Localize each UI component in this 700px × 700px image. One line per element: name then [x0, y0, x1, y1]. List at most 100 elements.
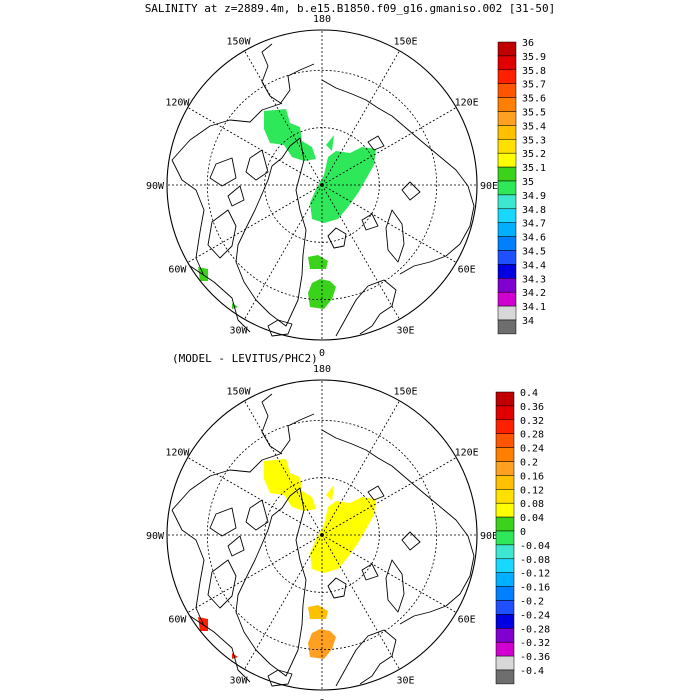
meridian-line	[321, 534, 400, 670]
longitude-label: 180	[313, 14, 331, 25]
colorbar-swatch	[495, 433, 515, 448]
longitude-label: 30E	[396, 326, 414, 337]
meridian-line	[244, 50, 323, 186]
alaska-coastline	[261, 43, 283, 105]
colorbar-label: 35.8	[522, 66, 546, 77]
colorbar-label: 35.1	[522, 163, 546, 174]
meridian-line	[321, 400, 400, 536]
longitude-label: 120W	[165, 98, 190, 109]
longitude-label: 150E	[393, 36, 417, 47]
longitude-label: 120E	[455, 448, 479, 459]
new-siberian-islands-coastline	[367, 135, 385, 151]
colorbar-swatch	[495, 614, 515, 629]
colorbar-label: 0.2	[520, 458, 538, 469]
colorbar-label: 34.3	[522, 274, 546, 285]
iceland-coastline	[267, 319, 293, 337]
meridian-line	[321, 457, 457, 536]
longitude-label: 30E	[396, 676, 414, 687]
baffin-coastline	[207, 209, 237, 259]
colorbar-swatch	[497, 222, 517, 237]
meridian-line	[187, 457, 323, 536]
canada-islands-coastline	[209, 507, 245, 557]
meridian-line	[244, 184, 323, 320]
colorbar-label: -0.28	[520, 624, 550, 635]
meridian-line	[321, 50, 400, 186]
longitude-label: 0	[319, 698, 325, 700]
longitude-label: 60W	[168, 615, 187, 626]
colorbar-label: 0.32	[520, 416, 544, 427]
longitude-label: 90W	[146, 181, 165, 192]
longitude-label: 60E	[458, 615, 476, 626]
labrador-coastline	[189, 265, 251, 333]
colorbar-label: -0.16	[520, 583, 550, 594]
patch-makarov-basin	[264, 459, 316, 511]
colorbar-swatch	[497, 305, 517, 321]
colorbar-swatch	[497, 55, 517, 71]
colorbar-label: 34.2	[522, 288, 546, 299]
colorbar-swatch	[497, 111, 517, 126]
colorbar-label: 35.5	[522, 108, 546, 119]
svalbard-coastline	[327, 577, 347, 599]
baffin-coastline	[207, 559, 237, 609]
meridian-line	[321, 534, 457, 613]
colorbar-swatch	[497, 236, 517, 251]
difference-title: (MODEL - LEVITUS/PHC2)	[172, 352, 318, 365]
meridian-line	[321, 184, 457, 263]
colorbar-swatch	[497, 208, 517, 223]
colorbar-label: 34	[522, 316, 534, 327]
salinity-map: 180 150E 120E 90E 60E 30E 0 30W 60W 90W 120W 150W	[146, 14, 498, 359]
meridian-line	[187, 107, 323, 186]
colorbar-label: -0.08	[520, 555, 550, 566]
longitude-label: 0	[319, 348, 325, 359]
colorbar-swatch	[497, 194, 517, 210]
patch-eurasian-basin	[310, 485, 376, 573]
colorbar-label: 34.4	[522, 260, 546, 271]
colorbar-label: 0.16	[520, 471, 544, 482]
longitude-label: 90W	[146, 531, 165, 542]
colorbar-label: 35.6	[522, 94, 546, 105]
colorbar-label: 0.4	[520, 388, 538, 399]
longitude-label: 60W	[168, 265, 187, 276]
longitude-label: 120W	[165, 448, 190, 459]
colorbar-label: -0.04	[520, 541, 550, 552]
colorbar-swatch	[497, 152, 517, 168]
colorbar-swatch	[497, 97, 517, 112]
eurasia-coastline	[321, 79, 475, 275]
meridian-line	[244, 534, 323, 670]
colorbar-swatch	[495, 391, 515, 407]
difference-colorbar: 0.4 0.36 0.32 0.28 0.24 0.2 0.16 0.12 0.08 0.04 0 -…	[495, 388, 550, 685]
colorbar-swatch	[495, 600, 515, 615]
meridian-line	[321, 107, 457, 186]
meridian-line	[187, 534, 323, 613]
colorbar-swatch	[495, 655, 515, 671]
colorbar-swatch	[497, 166, 517, 182]
scandinavia-coastline	[335, 279, 397, 337]
colorbar-label: 35.3	[522, 135, 546, 146]
salinity-title: SALINITY at z=2889.4m, b.e15.B1850.f09_g…	[145, 2, 556, 15]
colorbar-label: 35.2	[522, 149, 546, 160]
colorbar-swatch	[497, 139, 517, 154]
colorbar-swatch	[495, 628, 515, 643]
colorbar-label: 35.4	[522, 121, 546, 132]
colorbar-label: 0.12	[520, 485, 544, 496]
scandinavia-coastline	[335, 629, 397, 687]
colorbar-swatch	[495, 558, 515, 573]
colorbar-label: 0.04	[520, 513, 544, 524]
longitude-label: 90E	[480, 531, 498, 542]
colorbar-swatch	[497, 291, 517, 307]
longitude-label: 90E	[480, 181, 498, 192]
colorbar-swatch	[495, 461, 515, 476]
canada-islands-coastline	[209, 157, 245, 207]
svalbard-coastline	[327, 227, 347, 249]
colorbar-label: -0.12	[520, 569, 550, 580]
colorbar-swatch	[497, 41, 517, 57]
longitude-label: 30W	[229, 676, 248, 687]
colorbar-label: 34.8	[522, 205, 546, 216]
longitude-label: 30W	[229, 326, 248, 337]
colorbar-label: 34.7	[522, 219, 546, 230]
franz-josef-coastline	[361, 563, 379, 581]
salinity-panel: SALINITY at z=2889.4m, b.e15.B1850.f09_g…	[145, 2, 556, 359]
colorbar-swatch	[497, 278, 517, 293]
meridian-line	[321, 184, 400, 320]
